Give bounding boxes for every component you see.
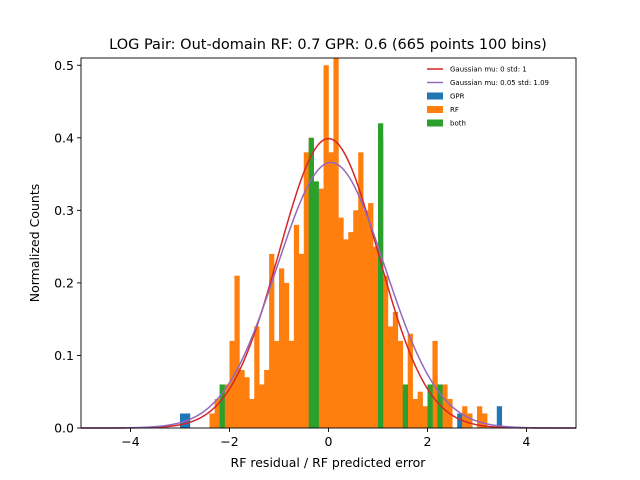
chart-title: LOG Pair: Out-domain RF: 0.7 GPR: 0.6 (6…	[109, 37, 547, 53]
gaussian-curve-1	[81, 161, 576, 429]
bar-rf-15	[283, 282, 290, 428]
bar-rf-19	[303, 152, 309, 428]
bar-rf-30	[358, 152, 364, 428]
bar-rf-41	[412, 398, 418, 428]
bar-rf-8	[249, 398, 255, 428]
bar-rf-22	[318, 188, 324, 428]
bar-rf-0	[209, 413, 215, 428]
bar-rf-49	[462, 406, 468, 428]
x-tick-label-3: 2	[424, 434, 432, 449]
x-tick-label-1: −2	[220, 434, 238, 449]
y-axis: 0.0 0.1 0.2 0.3 0.4 0.5	[54, 58, 81, 436]
y-tick-label-4: 0.4	[54, 130, 74, 145]
bar-rf-14	[279, 268, 285, 428]
y-tick-label-3: 0.3	[54, 203, 74, 218]
bar-rf-7	[244, 377, 250, 428]
bar-rf-47	[442, 384, 448, 428]
bar-both-2	[313, 181, 319, 428]
bar-rf-28	[348, 232, 354, 428]
bar-rf-50	[467, 413, 473, 428]
bar-rf-13	[274, 340, 280, 428]
bar-rf-37	[392, 311, 399, 428]
y-tick-label-2: 0.2	[54, 275, 74, 290]
bar-both-6	[437, 384, 443, 428]
bar-rf-33	[373, 246, 379, 428]
y-tick-label-0: 0.0	[54, 421, 74, 436]
legend-swatch-4	[427, 119, 443, 127]
legend: Gaussian mu: 0 std: 1 Gaussian mu: 0.05 s…	[427, 66, 549, 128]
x-tick-label-0: −4	[121, 434, 139, 449]
x-tick-label-2: 0	[325, 434, 333, 449]
bar-rf-27	[343, 239, 349, 428]
bar-rf-6	[239, 369, 245, 428]
bar-rf-32	[368, 203, 374, 428]
bar-rf-24	[328, 152, 334, 428]
bar-rf-23	[323, 65, 329, 428]
legend-label-4: both	[450, 120, 466, 128]
bar-rf-42	[417, 391, 423, 428]
bar-both-1	[308, 137, 314, 429]
bar-both-3	[378, 123, 384, 428]
bar-rf-11	[264, 369, 270, 428]
bar-rf-16	[288, 340, 295, 428]
legend-label-0: Gaussian mu: 0 std: 1	[450, 66, 527, 74]
bar-rf-10	[259, 384, 265, 428]
bar-gpr-53	[496, 406, 503, 428]
legend-label-2: GPR	[450, 93, 465, 101]
bar-rf-1	[214, 398, 220, 428]
legend-swatch-2	[427, 92, 443, 100]
x-axis: −4 −2 0 2 4	[121, 428, 531, 449]
bar-rf-29	[353, 210, 359, 428]
bar-rf-17	[293, 224, 300, 428]
bar-rf-5	[234, 275, 240, 428]
bar-rf-35	[382, 275, 389, 428]
y-tick-label-5: 0.5	[54, 58, 74, 73]
bar-both-4	[402, 384, 408, 428]
bar-rf-25	[333, 58, 339, 428]
x-tick-label-4: 4	[523, 434, 531, 449]
gaussian-curve-0	[81, 137, 576, 429]
bar-rf-31	[363, 210, 369, 428]
bar-rf-12	[269, 253, 275, 428]
bar-rf-18	[298, 253, 305, 428]
x-axis-label: RF residual / RF predicted error	[231, 455, 427, 470]
bar-gpr-0	[180, 413, 186, 428]
y-tick-label-1: 0.1	[54, 348, 74, 363]
bar-rf-51	[477, 406, 483, 428]
legend-label-3: RF	[450, 106, 459, 114]
bar-both-0	[219, 384, 225, 428]
curves-layer	[81, 137, 576, 429]
bar-gpr-48	[457, 413, 463, 428]
bar-rf-40	[407, 333, 413, 428]
bar-rf-38	[397, 340, 404, 428]
bar-rf-36	[387, 326, 394, 428]
legend-label-1: Gaussian mu: 0.05 std: 1.09	[450, 79, 549, 87]
bar-rf-45	[432, 340, 438, 428]
bar-rf-9	[254, 326, 260, 428]
legend-swatch-3	[427, 106, 443, 113]
bar-rf-43	[422, 406, 428, 428]
y-axis-label: Normalized Counts	[27, 184, 42, 303]
bar-rf-26	[338, 217, 344, 428]
bar-rf-52	[481, 413, 488, 428]
bars-layer	[180, 58, 503, 429]
bar-rf-3	[224, 384, 230, 428]
bar-both-5	[427, 384, 433, 428]
